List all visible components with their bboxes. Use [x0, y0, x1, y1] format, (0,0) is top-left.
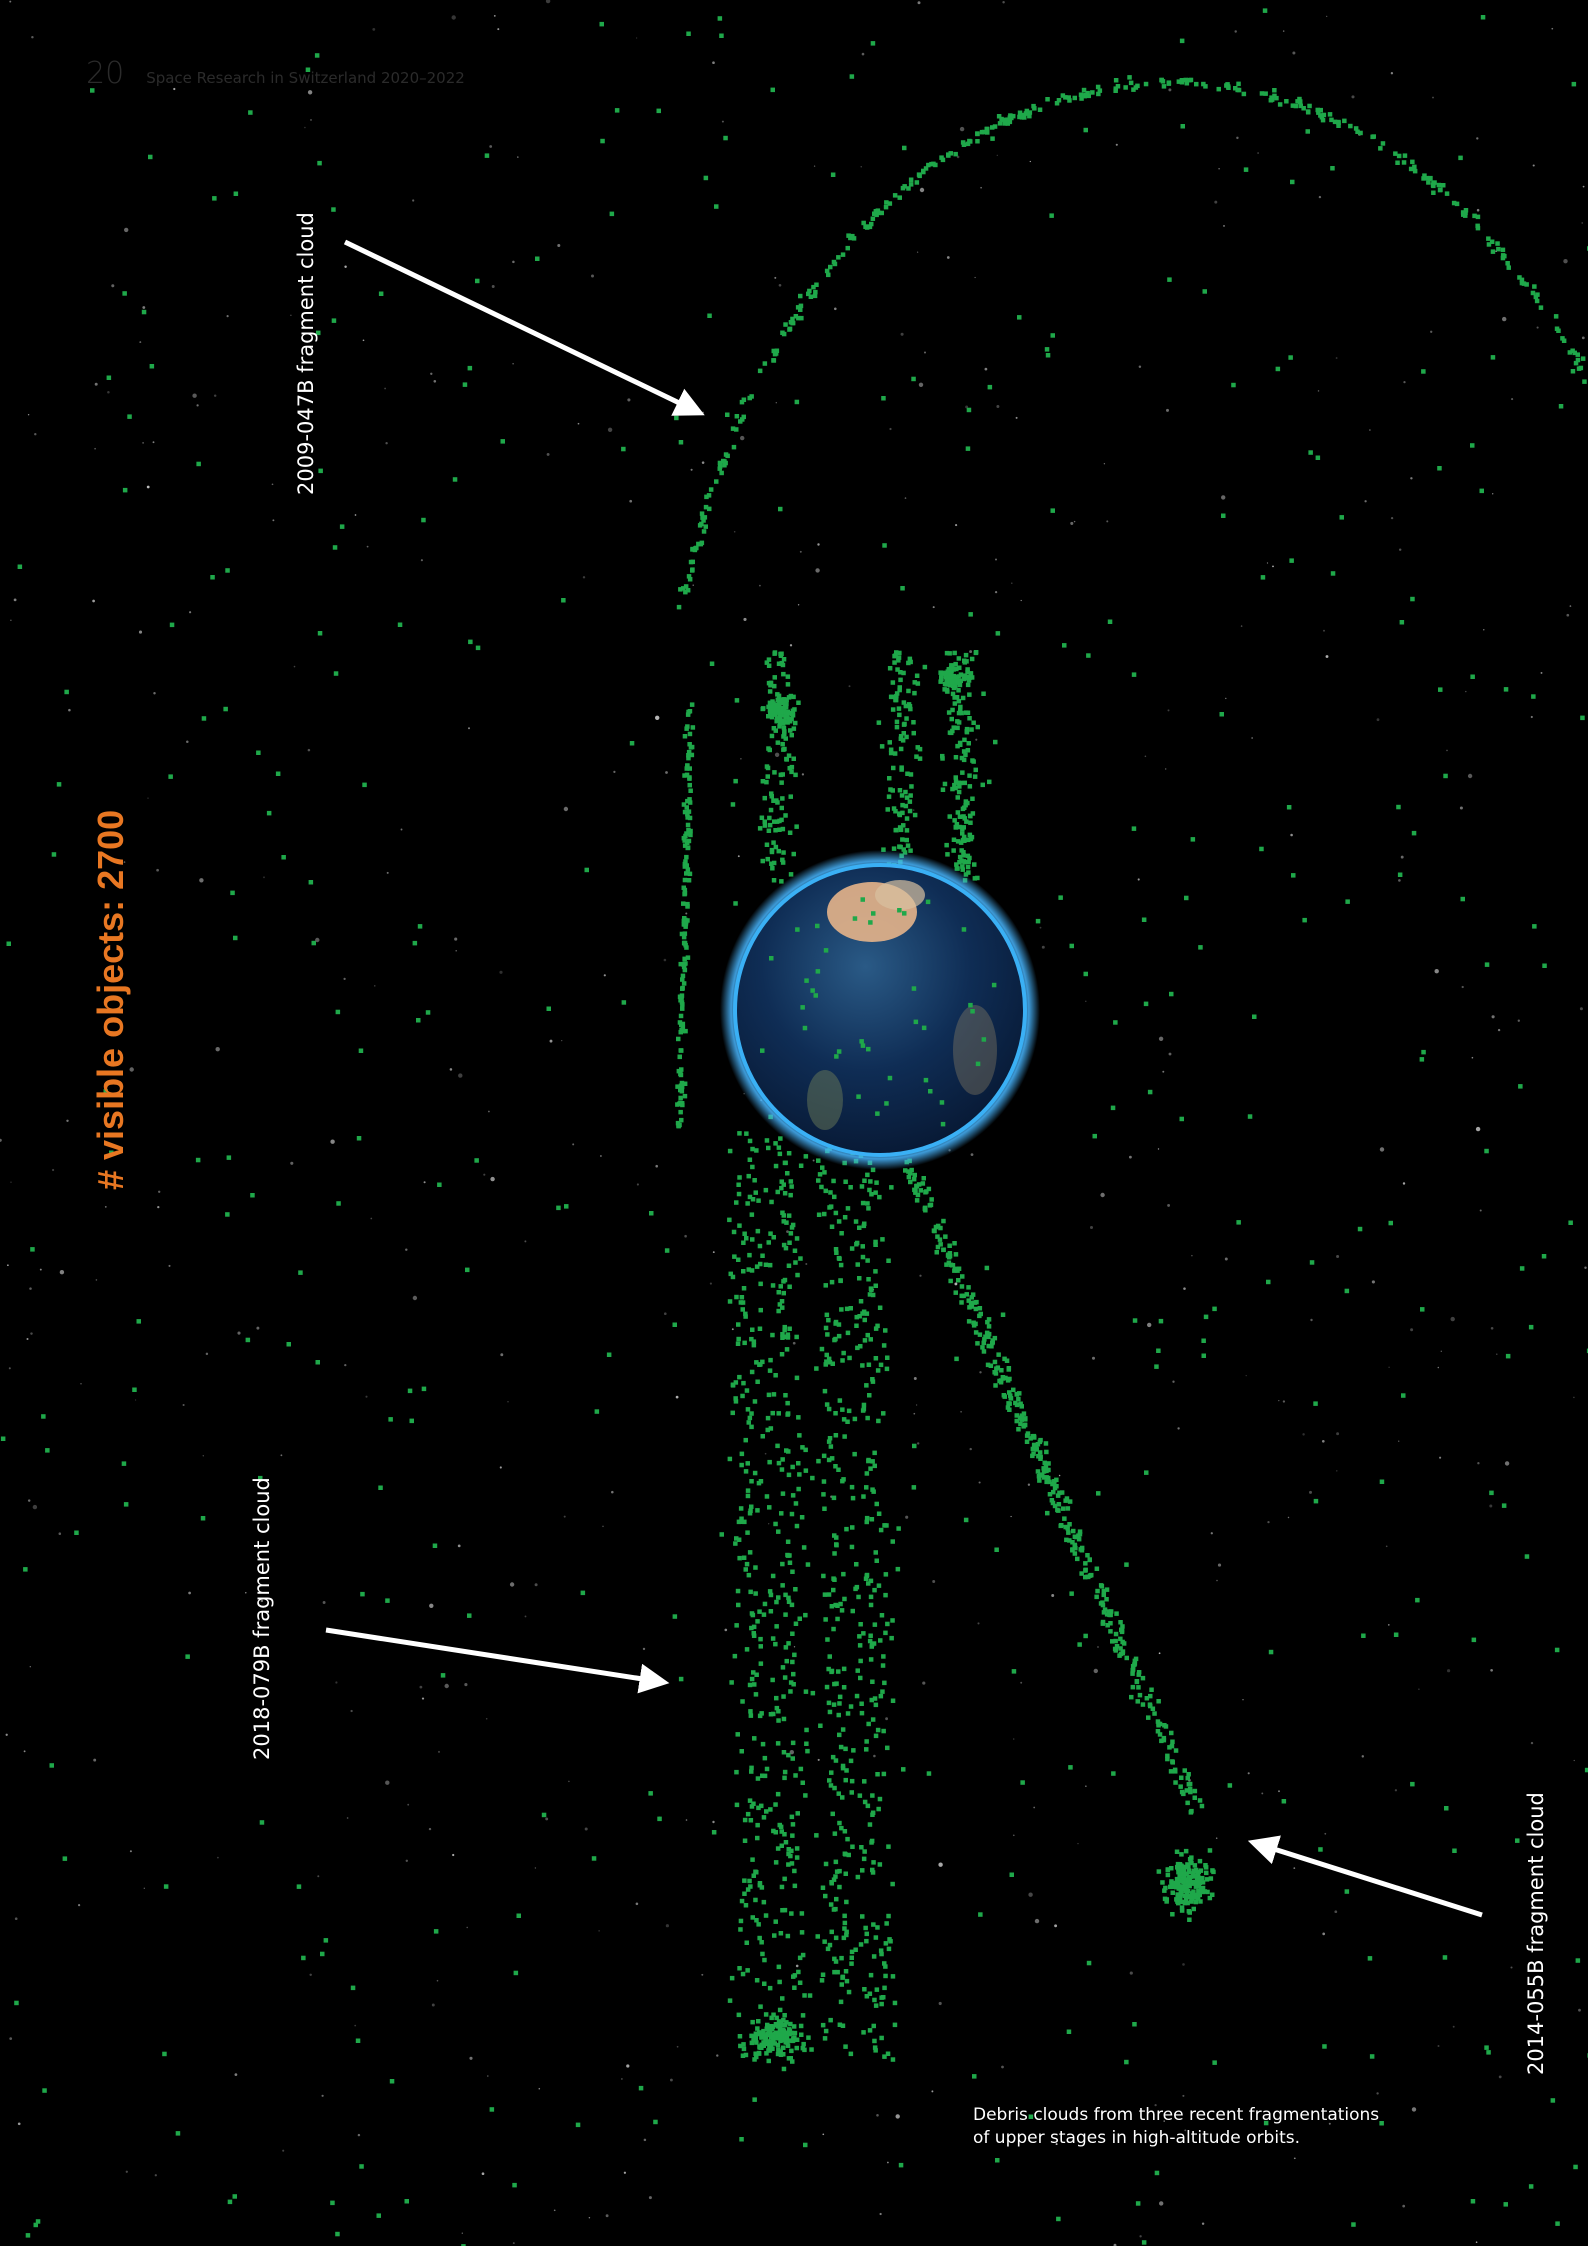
- debris-foreground: [760, 897, 997, 1127]
- label-2018-079b: 2018-079B fragment cloud: [250, 1477, 274, 1760]
- page-number: 20: [86, 56, 125, 91]
- figure-caption: Debris clouds from three recent fragment…: [973, 2104, 1379, 2150]
- earth-globe: [720, 850, 1040, 1170]
- label-2009-047b: 2009-047B fragment cloud: [294, 212, 318, 495]
- arrow-icon: [1247, 1835, 1483, 1918]
- visible-objects-counter: # visible objects: 2700: [90, 809, 131, 1190]
- arrow-icon: [343, 239, 705, 416]
- arrow-icon: [325, 1627, 670, 1694]
- page-header: 20 Space Research in Switzerland 2020–20…: [86, 56, 465, 91]
- caption-line-1: Debris clouds from three recent fragment…: [973, 2105, 1380, 2125]
- label-2014-055b: 2014-055B fragment cloud: [1524, 1792, 1548, 2075]
- caption-line-2: of upper stages in high-altitude orbits.: [973, 2128, 1301, 2148]
- running-title: Space Research in Switzerland 2020–2022: [146, 69, 465, 87]
